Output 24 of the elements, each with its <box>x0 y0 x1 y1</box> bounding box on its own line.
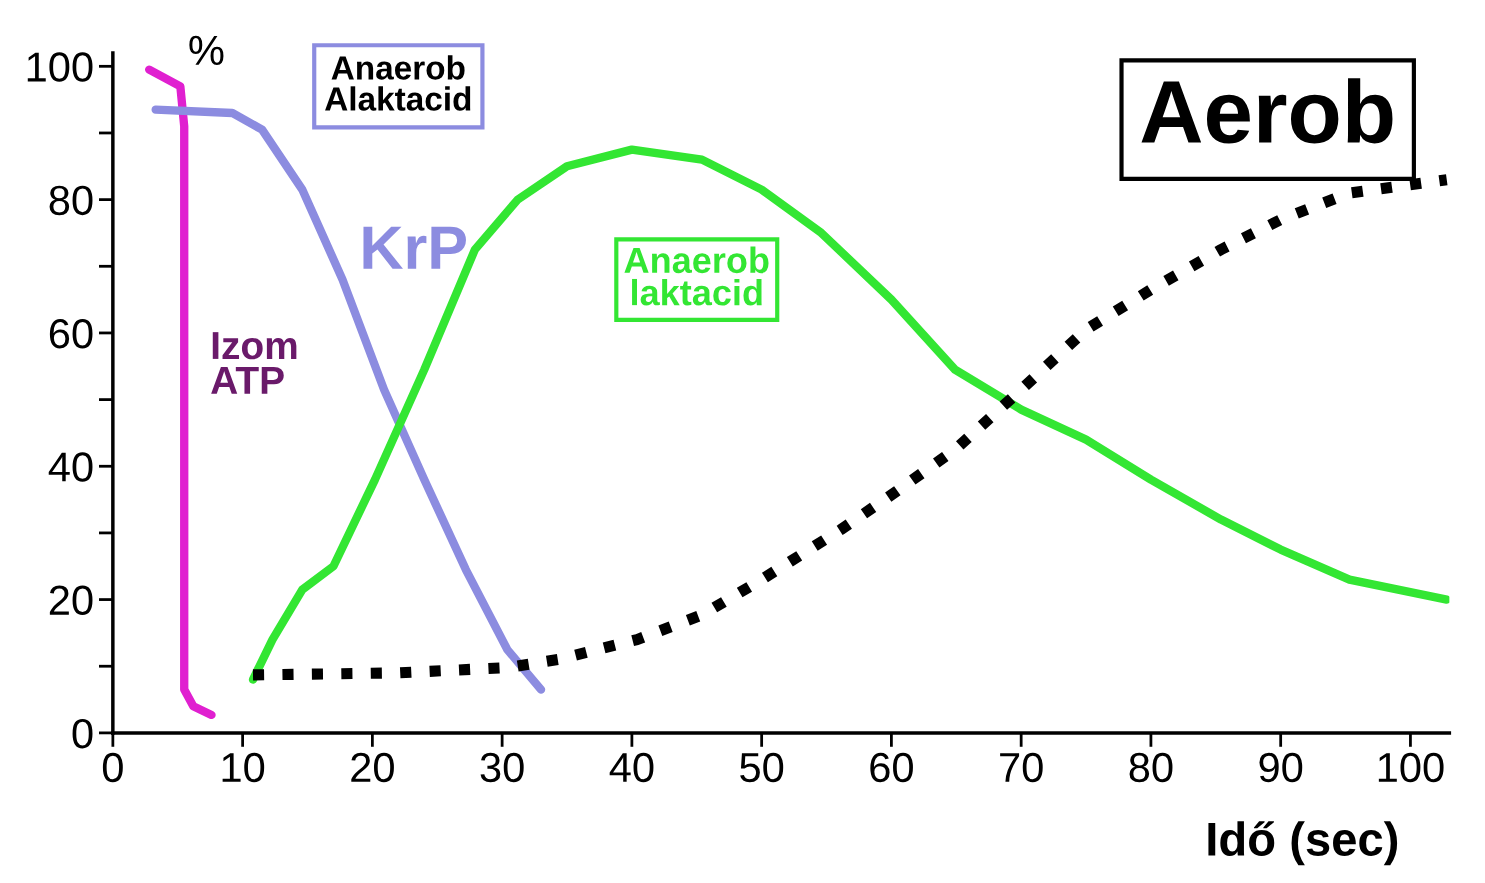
x-tick-label: 10 <box>222 752 265 783</box>
series-label: Izom ATP <box>211 332 297 394</box>
series-label: Aerob <box>1141 78 1393 144</box>
y-tick-label: 0 <box>72 718 93 749</box>
x-tick-label: 30 <box>480 752 524 783</box>
x-tick-label: 70 <box>1000 752 1043 783</box>
y-tick-label: 80 <box>49 185 93 216</box>
x-tick-label: 0 <box>102 752 123 783</box>
y-tick-label: 40 <box>48 452 93 482</box>
y-tick-label: 60 <box>49 318 93 349</box>
y-tick-label: 20 <box>49 585 93 616</box>
x-tick-label: 60 <box>870 752 913 783</box>
annotation: Anaerob Alaktacid <box>325 55 471 111</box>
x-tick-label: 40 <box>609 752 654 783</box>
series-label: KrP <box>363 226 466 269</box>
x-axis-title: Idő (sec) <box>1208 821 1398 866</box>
y-tick-label: 100 <box>27 52 93 82</box>
x-tick-label: 90 <box>1259 752 1303 783</box>
x-tick-label: 20 <box>351 752 394 783</box>
series-label: Anaerob laktacid <box>624 246 769 306</box>
x-tick-label: 100 <box>1378 752 1444 783</box>
x-tick-label: 50 <box>740 752 784 783</box>
y-axis-title: % <box>189 35 224 65</box>
x-tick-label: 80 <box>1129 752 1173 783</box>
